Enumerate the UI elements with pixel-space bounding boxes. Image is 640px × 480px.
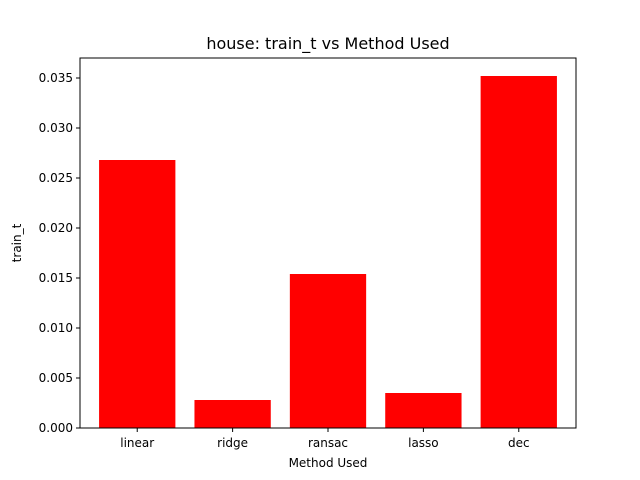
y-tick-label: 0.005 <box>39 371 73 385</box>
bar-ridge <box>194 400 271 428</box>
bars-group <box>99 76 557 428</box>
x-tick-label-ridge: ridge <box>217 436 248 450</box>
chart-title: house: train_t vs Method Used <box>206 34 449 54</box>
x-tick-label-linear: linear <box>120 436 154 450</box>
y-tick-label: 0.000 <box>39 421 73 435</box>
x-tick-label-lasso: lasso <box>408 436 439 450</box>
y-tick-label: 0.030 <box>39 121 73 135</box>
y-tick-label: 0.020 <box>39 221 73 235</box>
y-tick-label: 0.025 <box>39 171 73 185</box>
plot-frame <box>79 57 577 429</box>
x-tick-label-ransac: ransac <box>308 436 348 450</box>
y-axis-label: train_t <box>10 223 24 262</box>
x-tick-label-dec: dec <box>508 436 530 450</box>
y-tick-label: 0.015 <box>39 271 73 285</box>
y-tick-label: 0.010 <box>39 321 73 335</box>
bar-ransac <box>289 274 367 428</box>
bar-lasso <box>385 393 462 428</box>
x-axis-label: Method Used <box>289 456 368 470</box>
bar-linear <box>99 160 176 428</box>
y-axis: 0.000 0.005 0.010 0.015 0.020 0.025 0.030 0.035 <box>39 71 80 435</box>
y-tick-label: 0.035 <box>39 71 73 85</box>
bar-dec <box>480 76 557 428</box>
x-axis: linear ridge ransac lasso dec <box>120 428 530 450</box>
